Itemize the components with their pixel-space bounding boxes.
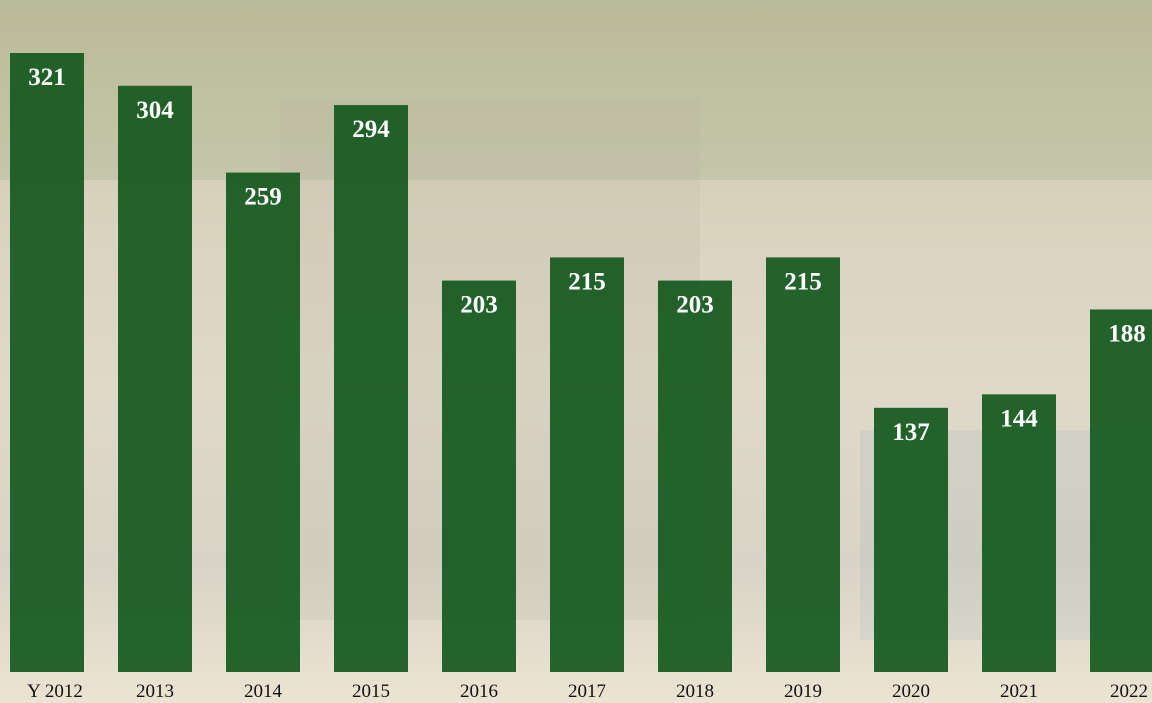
value-label: 203 — [460, 292, 498, 319]
value-label: 321 — [28, 64, 66, 91]
bar — [226, 172, 300, 673]
bar — [982, 394, 1056, 672]
bar — [10, 53, 84, 672]
bar — [766, 257, 840, 672]
bar — [442, 280, 516, 672]
x-tick-label: 2021 — [1000, 681, 1038, 702]
x-tick-label: 2016 — [460, 681, 498, 702]
value-label: 203 — [676, 292, 714, 319]
value-label: 304 — [136, 97, 174, 124]
value-label: 215 — [784, 268, 822, 295]
x-tick-label: 2018 — [676, 681, 714, 702]
bar — [658, 280, 732, 672]
bar — [118, 85, 192, 673]
x-tick-label: 2022 — [1110, 681, 1148, 702]
x-tick-label: 2020 — [892, 681, 930, 702]
x-tick-label: 2014 — [244, 681, 283, 702]
bar — [874, 407, 948, 672]
x-tick-label: Y 2012 — [27, 681, 83, 702]
x-tick-label: 2017 — [568, 681, 606, 702]
x-tick-label: 2019 — [784, 681, 822, 702]
bar — [550, 257, 624, 672]
x-tick-label: 2015 — [352, 681, 390, 702]
x-tick-label: 2013 — [136, 681, 174, 702]
value-label: 215 — [568, 268, 606, 295]
value-label: 144 — [1000, 405, 1038, 432]
bar — [1090, 309, 1152, 672]
value-label: 294 — [352, 116, 390, 143]
bar — [334, 105, 408, 672]
value-label: 259 — [244, 184, 282, 211]
value-label: 188 — [1108, 320, 1146, 347]
value-label: 137 — [892, 419, 930, 446]
